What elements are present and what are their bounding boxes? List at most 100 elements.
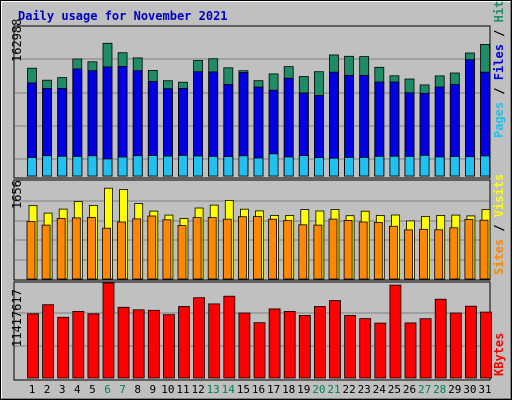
bar-sites-day-23	[358, 221, 368, 280]
bar-kbytes-day-28	[434, 298, 447, 379]
day-label-17: 17	[267, 383, 280, 396]
bar-pages-day-20	[313, 157, 324, 177]
bar-kbytes-day-18	[283, 310, 296, 379]
bar-sites-day-28	[434, 229, 444, 280]
bar-sites-day-13	[207, 217, 217, 280]
bar-kbytes-day-17	[268, 308, 281, 379]
bar-kbytes-day-21	[329, 300, 341, 379]
bar-sites-day-4	[71, 217, 81, 280]
bar-kbytes-day-16	[253, 322, 266, 379]
day-label-14: 14	[222, 383, 236, 396]
bar-kbytes-day-27	[419, 318, 432, 379]
legend-files: Files	[492, 44, 506, 80]
day-label-16: 16	[252, 383, 265, 396]
bar-sites-day-3	[56, 217, 66, 280]
panel-3-max-label: 11417617	[10, 289, 24, 347]
bar-sites-day-8	[132, 218, 142, 280]
x-axis-day-labels: 1 2 3 4 5 6 7 8 9 10 11 12 13 14 15 16 17 18 19 20 21 22 23 24 2…	[29, 383, 492, 396]
bar-kbytes-day-12	[193, 297, 206, 379]
bar-sites-day-27	[419, 228, 429, 280]
day-label-8: 8	[134, 383, 141, 396]
bar-kbytes-day-9	[147, 309, 160, 379]
bar-pages-day-26	[404, 155, 415, 177]
bar-sites-day-21	[328, 218, 338, 280]
day-label-25: 25	[388, 383, 401, 396]
day-label-10: 10	[161, 383, 174, 396]
bar-sites-day-9	[147, 215, 157, 280]
bar-sites-day-26	[404, 229, 413, 280]
bar-pages-day-2	[42, 155, 52, 177]
svg-text:KBytes: KBytes	[492, 333, 506, 376]
bar-kbytes-day-24	[374, 322, 387, 379]
bar-sites-day-20	[313, 224, 323, 280]
bar-pages-day-27	[419, 154, 430, 177]
day-label-3: 3	[59, 383, 66, 396]
bar-kbytes-day-20	[313, 306, 326, 379]
day-label-30: 30	[463, 383, 476, 396]
legend-hits: Hits	[492, 0, 506, 22]
day-label-7: 7	[119, 383, 126, 396]
legend-pages: Pages	[492, 102, 506, 138]
panel-3-legend: KBytes	[492, 333, 506, 376]
bar-kbytes-day-14	[223, 295, 236, 379]
bar-pages-day-9	[147, 155, 158, 177]
bar-kbytes-day-1	[27, 313, 39, 379]
day-label-13: 13	[207, 383, 220, 396]
panel-hits-files-pages	[13, 25, 491, 179]
day-label-9: 9	[149, 383, 156, 396]
panel-2-bars	[26, 187, 491, 280]
bar-kbytes-day-2	[42, 304, 54, 379]
bar-kbytes-day-8	[132, 309, 145, 379]
bar-pages-day-18	[283, 156, 294, 177]
bar-pages-day-11	[178, 154, 188, 177]
bar-pages-day-8	[132, 155, 143, 177]
bar-sites-day-22	[343, 219, 353, 280]
bar-sites-day-7	[117, 221, 126, 280]
bar-sites-day-10	[162, 219, 172, 280]
day-label-21: 21	[327, 383, 340, 396]
svg-text:Pages / Files / Hits: Pages / Files / Hits	[492, 0, 506, 138]
bar-pages-day-31	[480, 155, 490, 177]
panel-2-max-label: 1656	[10, 180, 24, 209]
legend-sites: Sites	[492, 239, 506, 275]
bar-sites-day-2	[41, 224, 51, 280]
day-label-18: 18	[282, 383, 295, 396]
day-label-26: 26	[403, 383, 416, 396]
bar-pages-day-30	[464, 156, 475, 177]
bar-sites-day-30	[464, 219, 474, 280]
bar-kbytes-day-19	[298, 314, 311, 379]
bar-pages-day-12	[193, 155, 204, 177]
bar-kbytes-day-31	[480, 311, 492, 379]
day-label-15: 15	[237, 383, 250, 396]
day-label-31: 31	[478, 383, 491, 396]
panel-2-legend: Sites / Visits	[492, 174, 506, 275]
panel-visits-sites	[13, 179, 491, 281]
bar-pages-day-6	[102, 158, 113, 177]
bar-pages-day-5	[87, 155, 98, 177]
day-label-24: 24	[373, 383, 387, 396]
bar-kbytes-day-4	[72, 310, 85, 379]
bar-pages-day-1	[27, 157, 37, 177]
bar-kbytes-day-11	[178, 306, 190, 379]
day-label-23: 23	[358, 383, 371, 396]
bar-kbytes-day-29	[449, 312, 462, 379]
legend-kbytes: KBytes	[492, 333, 506, 376]
bar-pages-day-4	[72, 155, 83, 177]
day-label-11: 11	[176, 383, 189, 396]
day-label-5: 5	[89, 383, 96, 396]
bar-pages-day-15	[238, 155, 249, 177]
panel-1-bars	[27, 42, 490, 177]
bar-pages-day-7	[117, 156, 128, 177]
day-label-1: 1	[29, 383, 36, 396]
bar-pages-day-3	[57, 155, 68, 177]
bar-sites-day-24	[373, 221, 383, 280]
day-label-29: 29	[448, 383, 461, 396]
bar-sites-day-1	[26, 221, 36, 280]
day-label-19: 19	[297, 383, 310, 396]
bar-kbytes-day-7	[117, 306, 130, 379]
bar-kbytes-day-26	[404, 322, 417, 379]
panel-1-legend: Pages / Files / Hits	[492, 0, 506, 138]
bar-sites-day-25	[388, 225, 398, 280]
bar-sites-day-14	[222, 218, 232, 280]
